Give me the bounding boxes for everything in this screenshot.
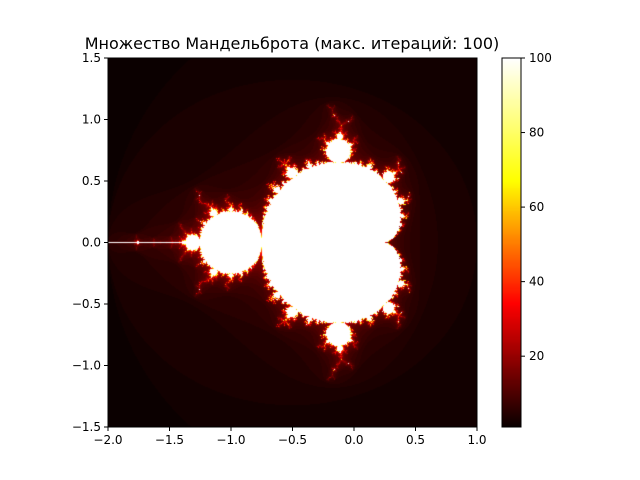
- colorbar-tick-label: 40: [529, 275, 544, 289]
- x-axis: −2.0 −1.5 −1.0 −0.5 0.0 0.5 1.0: [93, 427, 487, 447]
- y-tick-label: 0.0: [82, 236, 101, 250]
- colorbar-tick-label: 100: [529, 51, 552, 65]
- plot-area: [107, 57, 478, 428]
- y-axis: −1.5 −1.0 −0.5 0.0 0.5 1.0 1.5: [72, 51, 108, 434]
- x-tick-label: −1.5: [155, 433, 184, 447]
- x-tick-label: −0.5: [278, 433, 307, 447]
- x-tick-label: −1.0: [216, 433, 245, 447]
- y-tick-label: 0.5: [82, 174, 101, 188]
- y-tick-label: −1.5: [72, 420, 101, 434]
- colorbar-axis: 20 40 60 80 100: [521, 51, 552, 363]
- colorbar-tick-label: 60: [529, 200, 544, 214]
- colorbar: 20 40 60 80 100: [501, 51, 552, 428]
- x-tick-label: 1.0: [467, 433, 486, 447]
- y-tick-label: 1.0: [82, 113, 101, 127]
- colorbar-gradient: [502, 58, 521, 427]
- colorbar-frame: [501, 57, 522, 428]
- y-tick-label: 1.5: [82, 51, 101, 65]
- y-tick-label: −0.5: [72, 297, 101, 311]
- x-tick-label: −2.0: [93, 433, 122, 447]
- x-tick-label: 0.5: [406, 433, 425, 447]
- colorbar-tick-label: 20: [529, 349, 544, 363]
- mandelbrot-heatmap: [108, 58, 477, 427]
- chart-title: Множество Мандельброта (макс. итераций: …: [85, 34, 500, 53]
- x-tick-label: 0.0: [344, 433, 363, 447]
- colorbar-tick-label: 80: [529, 126, 544, 140]
- y-tick-label: −1.0: [72, 359, 101, 373]
